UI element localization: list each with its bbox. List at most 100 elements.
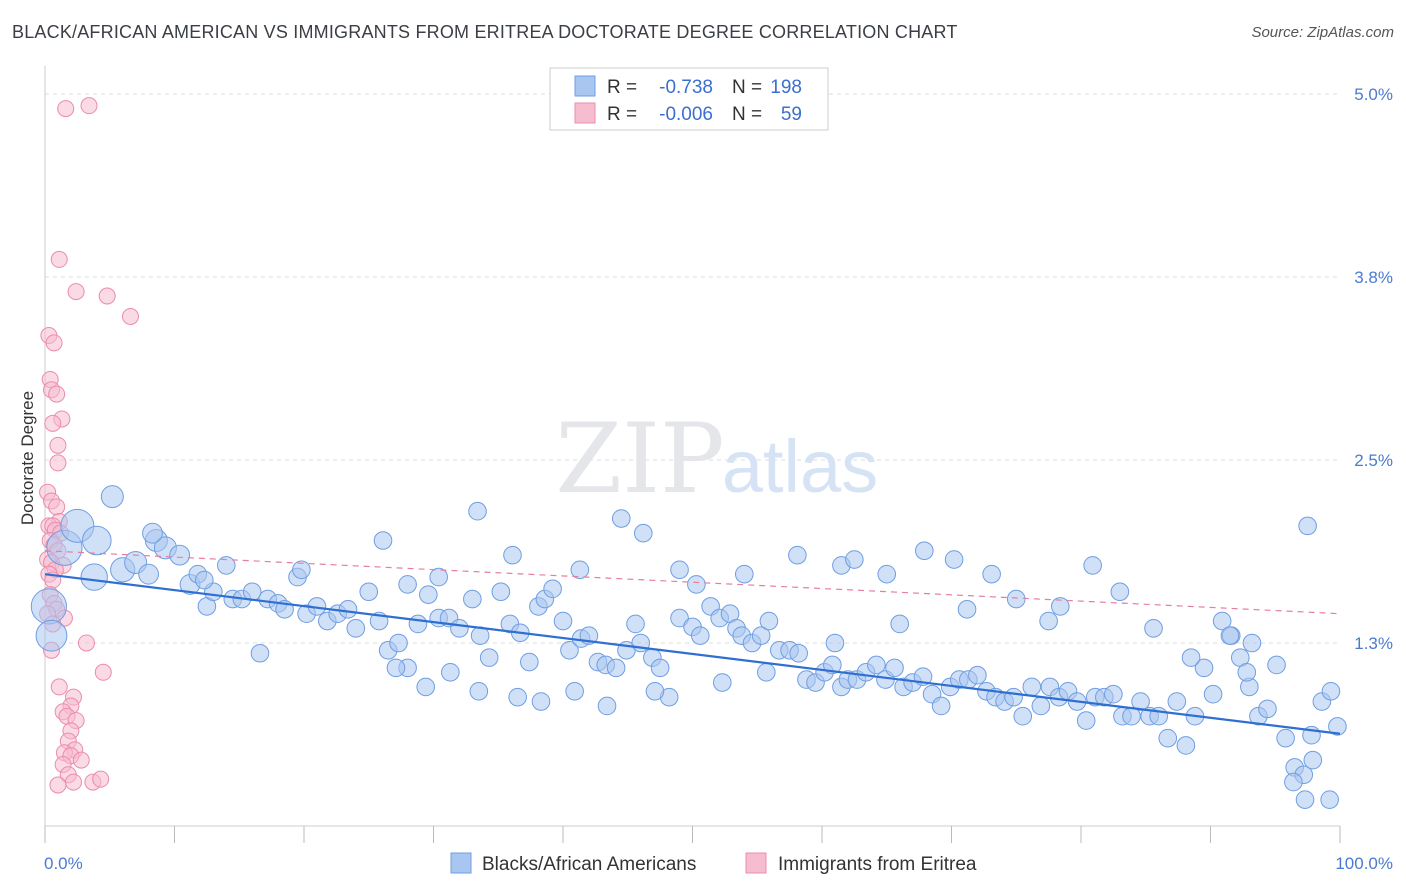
legend-swatch [574, 102, 596, 124]
data-point-black [867, 655, 886, 675]
data-point-black [670, 560, 689, 580]
data-point-black [611, 509, 631, 528]
chart-title: BLACK/AFRICAN AMERICAN VS IMMIGRANTS FRO… [12, 22, 958, 42]
data-point-black [469, 682, 489, 701]
data-point-black [1176, 736, 1196, 755]
data-point-black [606, 658, 626, 678]
y-tick-labels: 1.3% 2.5% 3.8% 5.0% [1354, 85, 1393, 653]
data-point-black [398, 575, 417, 594]
data-point-black [100, 485, 124, 509]
data-point-black [1242, 633, 1262, 653]
data-point-black [30, 588, 67, 625]
data-point-black [1321, 682, 1341, 701]
data-point-black [845, 550, 864, 569]
data-point-black [1006, 589, 1026, 609]
data-point-eritrea [80, 97, 98, 115]
data-point-black [1181, 648, 1201, 667]
data-point-black [670, 608, 689, 628]
data-point-black [346, 619, 366, 638]
data-point-black [633, 523, 653, 543]
data-point-black [1267, 655, 1286, 675]
data-point-black [1031, 696, 1051, 716]
data-point-black [468, 501, 487, 521]
data-point-black [35, 619, 68, 652]
data-point-eritrea [49, 454, 67, 472]
data-point-eritrea [44, 414, 62, 432]
series-eritrea-points [39, 97, 139, 794]
data-point-black [1022, 677, 1042, 697]
data-point-black [757, 662, 776, 682]
data-point-black [338, 600, 358, 619]
data-point-black [1284, 772, 1303, 792]
data-point-black [825, 633, 845, 653]
data-point-black [389, 633, 408, 653]
data-point-black [217, 556, 236, 575]
data-point-black [1220, 626, 1240, 645]
bottom-legend: Blacks/African Americans Immigrants from … [450, 852, 977, 875]
data-point-black [1013, 706, 1033, 726]
bottom-legend-label-eritrea: Immigrants from Eritrea [778, 854, 977, 875]
data-point-black [1167, 692, 1187, 711]
data-point-black [1104, 684, 1123, 704]
data-point-eritrea [77, 634, 95, 652]
data-point-eritrea [49, 436, 67, 454]
data-point-eritrea [64, 773, 82, 791]
data-point-black [1212, 611, 1232, 631]
legend-r-value: -0.738 [659, 77, 713, 98]
data-point-black [386, 658, 406, 678]
bottom-legend-label-black: Blacks/African Americans [482, 854, 696, 875]
legend-n-label: N = [732, 77, 762, 98]
data-point-eritrea [48, 498, 66, 516]
data-point-black [450, 619, 469, 638]
data-point-black [1083, 556, 1102, 575]
legend-r-label: R = [607, 104, 637, 125]
x-tick-label: 0.0% [44, 854, 83, 873]
data-point-eritrea [121, 308, 139, 326]
data-point-black [1131, 692, 1150, 711]
legend: R = -0.738 N = 198 R = -0.006 N = 59 [549, 67, 829, 131]
bottom-legend-swatch-black [450, 852, 472, 874]
bottom-legend-swatch-eritrea [745, 852, 767, 874]
data-point-black [877, 564, 897, 584]
data-point-black [491, 582, 511, 602]
data-point-black [788, 545, 807, 565]
y-axis-label: Doctorate Degree [18, 391, 37, 525]
data-point-black [789, 643, 808, 663]
data-point-black [751, 626, 771, 645]
data-point-black [1050, 597, 1070, 616]
data-point-eritrea [57, 100, 75, 118]
watermark-zip: ZIP [555, 403, 724, 515]
data-point-eritrea [98, 287, 116, 305]
data-point-black [968, 665, 987, 685]
data-point-black [1295, 790, 1315, 809]
data-point-black [915, 541, 934, 561]
data-point-black [441, 662, 460, 682]
watermark-atlas: atlas [722, 425, 878, 508]
data-point-black [650, 658, 670, 678]
data-point-black [250, 643, 270, 663]
data-point-eritrea [72, 751, 90, 769]
data-point-black [408, 614, 428, 634]
data-point-black [1039, 611, 1058, 631]
data-point-black [982, 564, 1001, 584]
data-point-black [1237, 662, 1257, 682]
data-point-eritrea [45, 334, 63, 352]
series-black-points [30, 485, 1347, 809]
data-point-black [712, 673, 732, 692]
data-point-black [645, 682, 665, 701]
data-point-black [194, 570, 214, 590]
data-point-black [359, 582, 379, 602]
data-point-black [429, 567, 448, 587]
data-point-black [520, 652, 539, 672]
data-point-black [1320, 790, 1339, 809]
data-point-black [1203, 684, 1223, 704]
source-label: Source: ZipAtlas.com [1251, 24, 1394, 41]
x-tick-label: 100.0% [1335, 854, 1393, 873]
data-point-black [565, 682, 584, 701]
axes [44, 66, 1341, 843]
data-point-black [1258, 699, 1277, 719]
data-point-black [759, 611, 779, 631]
legend-n-label: N = [732, 104, 762, 125]
data-point-black [80, 563, 108, 591]
data-point-black [931, 696, 951, 716]
